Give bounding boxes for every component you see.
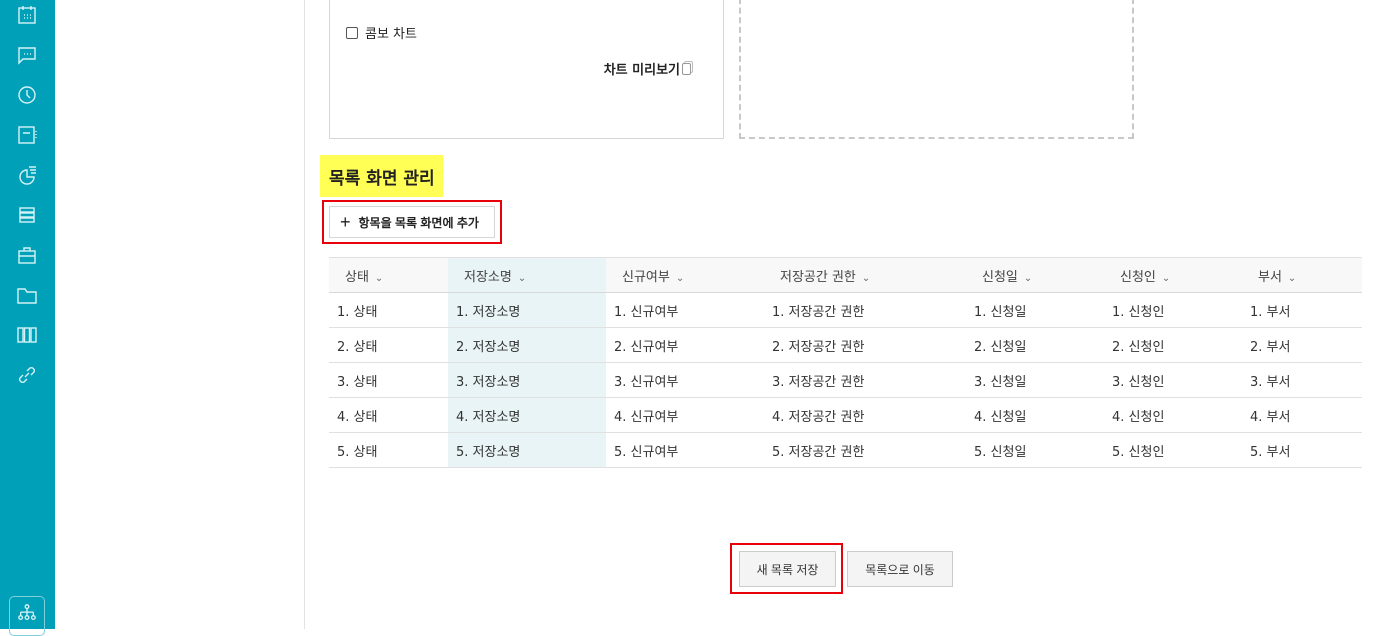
briefcase-icon[interactable] — [16, 244, 38, 266]
table-cell: 4. 신청일 — [966, 397, 1104, 433]
table-cell: 2. 신규여부 — [606, 327, 764, 363]
combo-chart-checkbox[interactable]: 콤보 차트 — [346, 23, 417, 42]
table-cell: 2. 부서 — [1242, 327, 1362, 363]
table-cell: 3. 신청일 — [966, 362, 1104, 398]
table-cell: 5. 신청인 — [1104, 432, 1242, 468]
chart-preview-label: 차트 미리보기 — [603, 63, 680, 78]
table-row[interactable]: 4. 상태 4. 저장소명 4. 신규여부 4. 저장공간 권한 4. 신청일 4. 신청… — [329, 397, 1362, 433]
column-header[interactable]: 저장공간 권한 ⌄ — [764, 257, 966, 293]
chevron-down-icon[interactable]: ⌄ — [675, 272, 685, 284]
go-to-list-button[interactable]: 목록으로 이동 — [847, 551, 953, 587]
save-list-button[interactable]: 새 목록 저장 — [739, 551, 836, 587]
list-table: 상태 ⌄ 저장소명 ⌄ 신규여부 ⌄ 저장공간 권한 ⌄ 신청일 ⌄ 신청인 ⌄ 부서 ⌄ 1. 상태 1.… — [329, 257, 1362, 468]
table-row[interactable]: 2. 상태 2. 저장소명 2. 신규여부 2. 저장공간 권한 2. 신청일 2. 신청… — [329, 327, 1362, 363]
column-header[interactable]: 신청인 ⌄ — [1104, 257, 1242, 293]
table-cell: 4. 저장소명 — [448, 397, 606, 433]
column-header-label: 부서 — [1258, 269, 1282, 285]
table-cell: 4. 부서 — [1242, 397, 1362, 433]
annotation-box — [730, 543, 843, 594]
column-header[interactable]: 상태 ⌄ — [329, 257, 448, 293]
table-row[interactable]: 5. 상태 5. 저장소명 5. 신규여부 5. 저장공간 권한 5. 신청일 5. 신청… — [329, 432, 1362, 468]
table-cell: 3. 신청인 — [1104, 362, 1242, 398]
add-item-label: 항목을 목록 화면에 추가 — [358, 215, 479, 230]
chevron-down-icon[interactable]: ⌄ — [1287, 272, 1297, 284]
add-item-button[interactable]: + 항목을 목록 화면에 추가 — [329, 206, 495, 238]
table-cell: 5. 저장소명 — [448, 432, 606, 468]
org-chart-button[interactable] — [9, 596, 45, 636]
sidebar — [0, 0, 55, 636]
table-cell: 2. 신청일 — [966, 327, 1104, 363]
column-header[interactable]: 저장소명 ⌄ — [448, 257, 606, 293]
copy-icon — [682, 62, 691, 75]
table-row[interactable]: 1. 상태 1. 저장소명 1. 신규여부 1. 저장공간 권한 1. 신청일 1. 신청… — [329, 292, 1362, 328]
clock-icon[interactable] — [16, 84, 38, 106]
table-cell: 4. 신규여부 — [606, 397, 764, 433]
columns-icon[interactable] — [16, 324, 38, 346]
combo-chart-label: 콤보 차트 — [365, 27, 417, 42]
column-header-label: 신청일 — [982, 269, 1018, 285]
chevron-down-icon[interactable]: ⌄ — [374, 272, 384, 284]
column-header-label: 상태 — [345, 269, 369, 285]
calendar-icon[interactable] — [16, 4, 38, 26]
table-cell: 4. 상태 — [329, 397, 448, 433]
table-cell: 5. 부서 — [1242, 432, 1362, 468]
table-cell: 3. 부서 — [1242, 362, 1362, 398]
table-cell: 1. 부서 — [1242, 292, 1362, 328]
column-header[interactable]: 신규여부 ⌄ — [606, 257, 764, 293]
table-cell: 3. 신규여부 — [606, 362, 764, 398]
column-header-label: 신청인 — [1120, 269, 1156, 285]
column-header-label: 저장공간 권한 — [780, 269, 856, 285]
table-cell: 1. 저장소명 — [448, 292, 606, 328]
table-cell: 2. 신청인 — [1104, 327, 1242, 363]
chevron-down-icon[interactable]: ⌄ — [1023, 272, 1033, 284]
column-header[interactable]: 부서 ⌄ — [1242, 257, 1362, 293]
table-cell: 2. 저장소명 — [448, 327, 606, 363]
chat-icon[interactable] — [16, 44, 38, 66]
folder-icon[interactable] — [16, 284, 38, 306]
list-icon[interactable] — [16, 204, 38, 226]
table-cell: 3. 저장공간 권한 — [764, 362, 966, 398]
table-cell: 1. 신규여부 — [606, 292, 764, 328]
chevron-down-icon[interactable]: ⌄ — [517, 272, 527, 284]
chart-settings-panel: 콤보 차트 차트 미리보기 — [329, 0, 724, 139]
table-cell: 2. 상태 — [329, 327, 448, 363]
annotation-box — [322, 200, 502, 244]
table-cell: 5. 신청일 — [966, 432, 1104, 468]
table-cell: 4. 신청인 — [1104, 397, 1242, 433]
chevron-down-icon[interactable]: ⌄ — [1161, 272, 1171, 284]
chart-preview-link[interactable]: 차트 미리보기 — [604, 59, 691, 78]
table-cell: 1. 저장공간 권한 — [764, 292, 966, 328]
divider — [304, 0, 305, 629]
column-header[interactable]: 신청일 ⌄ — [966, 257, 1104, 293]
table-cell: 3. 상태 — [329, 362, 448, 398]
table-cell: 5. 상태 — [329, 432, 448, 468]
table-cell: 5. 저장공간 권한 — [764, 432, 966, 468]
note-icon[interactable] — [16, 124, 38, 146]
table-row[interactable]: 3. 상태 3. 저장소명 3. 신규여부 3. 저장공간 권한 3. 신청일 3. 신청… — [329, 362, 1362, 398]
link-icon[interactable] — [16, 364, 38, 386]
section-title: 목록 화면 관리 — [320, 155, 443, 197]
table-cell: 3. 저장소명 — [448, 362, 606, 398]
plus-icon: + — [340, 212, 351, 232]
column-header-label: 신규여부 — [622, 269, 670, 285]
org-chart-icon — [18, 604, 36, 620]
table-cell: 4. 저장공간 권한 — [764, 397, 966, 433]
chart-preview-area — [739, 0, 1134, 139]
column-header-label: 저장소명 — [464, 269, 512, 285]
table-cell: 1. 상태 — [329, 292, 448, 328]
table-cell: 1. 신청인 — [1104, 292, 1242, 328]
chevron-down-icon[interactable]: ⌄ — [861, 272, 871, 284]
table-cell: 5. 신규여부 — [606, 432, 764, 468]
table-cell: 1. 신청일 — [966, 292, 1104, 328]
table-cell: 2. 저장공간 권한 — [764, 327, 966, 363]
checkbox-box[interactable] — [346, 26, 358, 39]
chart-icon[interactable] — [16, 164, 38, 186]
